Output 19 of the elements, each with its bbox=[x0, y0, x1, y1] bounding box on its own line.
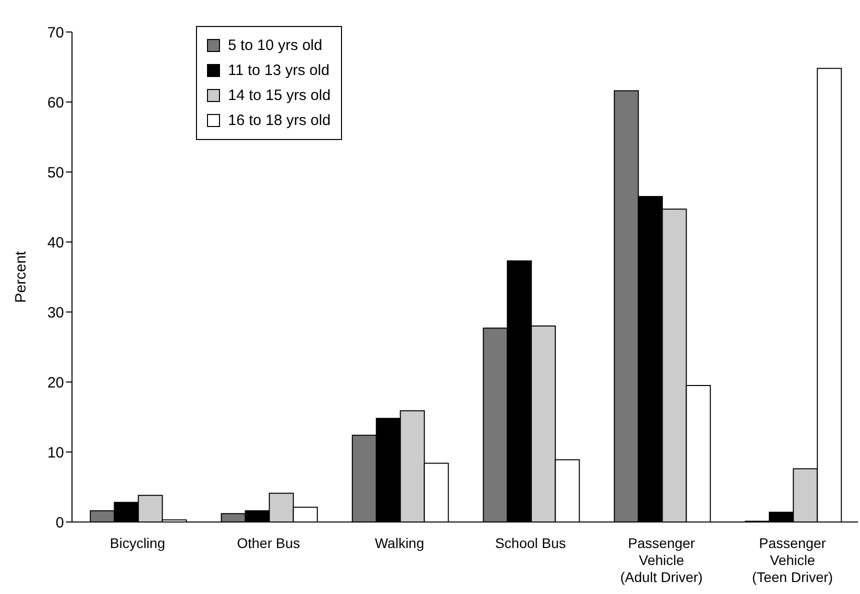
x-tick-label: Walking bbox=[374, 535, 424, 551]
y-axis-title: Percent bbox=[12, 250, 30, 303]
y-tick-label: 40 bbox=[47, 234, 64, 252]
legend-label: 11 to 13 yrs old bbox=[228, 62, 330, 79]
x-tick-label: Passenger Vehicle (Adult Driver) bbox=[620, 535, 703, 585]
y-tick-label: 20 bbox=[47, 374, 64, 392]
y-tick-label: 30 bbox=[47, 304, 64, 322]
legend-label: 16 to 18 yrs old bbox=[228, 112, 331, 129]
y-tick-label: 10 bbox=[47, 444, 64, 462]
y-tick-label: 50 bbox=[47, 164, 64, 182]
x-tick-label: Other Bus bbox=[236, 535, 300, 551]
x-tick-label: Bicycling bbox=[110, 535, 166, 551]
legend-label: 5 to 10 yrs old bbox=[228, 37, 322, 54]
legend-label: 14 to 15 yrs old bbox=[228, 87, 331, 104]
x-tick-label: Passenger Vehicle (Teen Driver) bbox=[752, 535, 833, 585]
y-tick-label: 0 bbox=[56, 514, 64, 532]
x-tick-label: School Bus bbox=[495, 535, 566, 551]
y-tick-label: 70 bbox=[47, 24, 64, 42]
y-tick-label: 60 bbox=[47, 94, 64, 112]
